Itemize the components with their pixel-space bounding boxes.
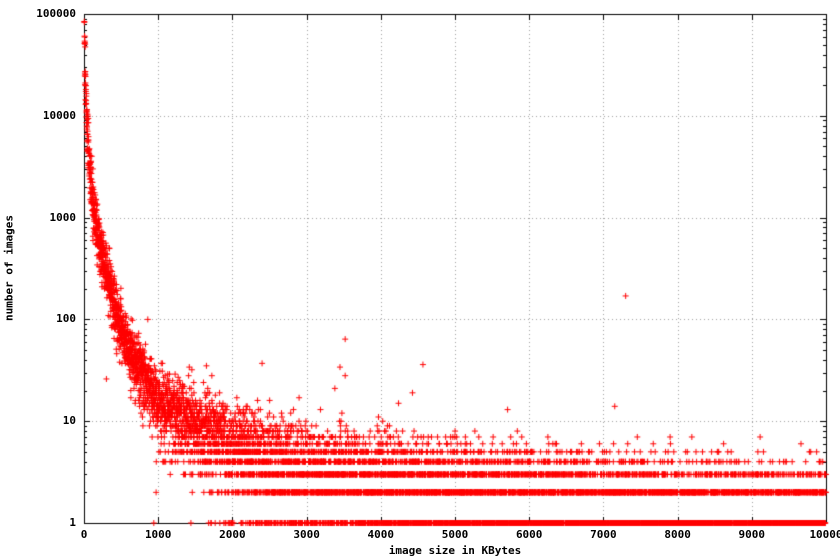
x-tick-label-1000: 1000 bbox=[144, 528, 172, 541]
x-tick-label-2000: 2000 bbox=[219, 528, 246, 541]
y-tick-label-1: 1 bbox=[69, 516, 76, 529]
y-axis-title: number of images bbox=[2, 215, 16, 321]
x-tick-label-3000: 3000 bbox=[293, 528, 320, 541]
y-tick-label-10000: 10000 bbox=[42, 108, 76, 122]
x-tick-label-6000: 6000 bbox=[515, 528, 543, 541]
x-tick-label-8000: 8000 bbox=[664, 528, 691, 541]
y-tick-label-100: 100 bbox=[56, 312, 76, 326]
x-axis-title: image size in KBytes bbox=[388, 544, 522, 557]
x-tick-label-5000: 5000 bbox=[441, 528, 469, 541]
x-tick-label-4000: 4000 bbox=[367, 528, 395, 541]
y-tick-label-1000: 1000 bbox=[49, 210, 77, 224]
x-tick-label-10000: 10000 bbox=[809, 528, 840, 541]
x-tick-label-9000: 9000 bbox=[738, 528, 766, 541]
y-tick-label-10: 10 bbox=[62, 414, 76, 428]
y-tick-label-100000: 100000 bbox=[36, 7, 76, 20]
x-tick-label-7000: 7000 bbox=[590, 528, 617, 541]
x-tick-label-0: 0 bbox=[80, 528, 88, 541]
